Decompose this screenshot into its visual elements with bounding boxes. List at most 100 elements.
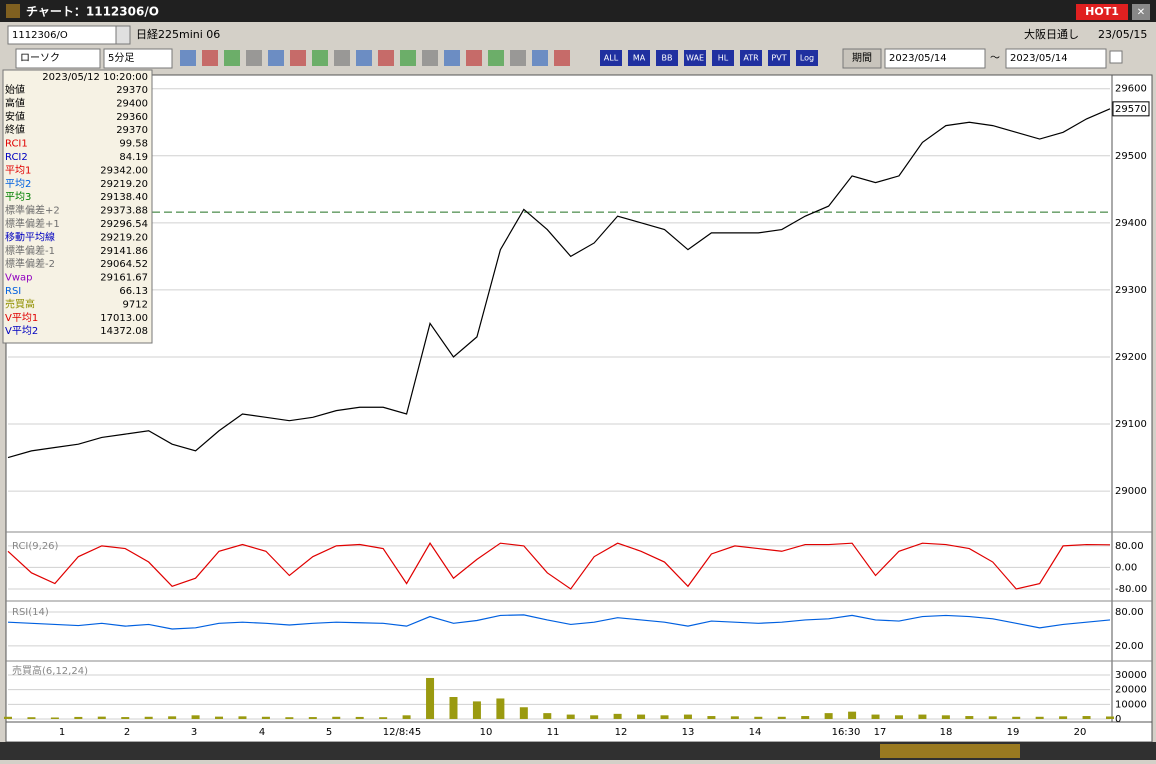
style-select[interactable] xyxy=(15,48,101,69)
volume-bar xyxy=(168,716,177,719)
info-value: 29400 xyxy=(116,98,148,109)
symbol-text[interactable]: 1112306/O xyxy=(12,30,68,41)
volume-bar xyxy=(683,714,692,719)
info-label: 標準偏差+2 xyxy=(5,204,60,217)
tool-icon[interactable] xyxy=(378,50,394,66)
tool-button-label[interactable]: ATR xyxy=(743,54,759,63)
volume-bar xyxy=(1012,716,1021,719)
scrollbar[interactable] xyxy=(0,742,1156,760)
tool-icon[interactable] xyxy=(400,50,416,66)
x-tick-label: 20 xyxy=(1074,727,1087,738)
title-bar xyxy=(0,0,1156,22)
tool-icon[interactable] xyxy=(334,50,350,66)
info-label: RCI2 xyxy=(5,152,28,163)
tool-icon[interactable] xyxy=(312,50,328,66)
tool-button[interactable] xyxy=(628,50,650,66)
market-name: 大阪日通し xyxy=(1024,27,1079,41)
tool-icon[interactable] xyxy=(356,50,372,66)
checkbox[interactable] xyxy=(1109,50,1123,64)
info-label: 安値 xyxy=(5,110,25,123)
tool-icon[interactable] xyxy=(466,50,482,66)
tool-icon[interactable] xyxy=(268,50,284,66)
volume-bar xyxy=(824,713,833,719)
info-value: 29219.20 xyxy=(100,232,148,243)
tool-icon[interactable] xyxy=(290,50,306,66)
x-tick-label: 11 xyxy=(547,727,560,738)
info-label: 平均1 xyxy=(5,164,31,176)
info-value: 29296.54 xyxy=(100,219,148,230)
y-tick-label: 29100 xyxy=(1115,419,1147,430)
scroll-thumb[interactable] xyxy=(880,744,1020,758)
tool-button[interactable] xyxy=(712,50,734,66)
tool-button-label[interactable]: Log xyxy=(800,54,814,63)
tool-button-label[interactable]: WAE xyxy=(686,54,704,63)
info-value: 9712 xyxy=(123,299,148,310)
tool-icon[interactable] xyxy=(554,50,570,66)
tool-icon[interactable] xyxy=(246,50,262,66)
tool-icon[interactable] xyxy=(422,50,438,66)
x-tick-label: 12/8:45 xyxy=(383,727,422,738)
tool-button[interactable] xyxy=(684,50,706,66)
from-input[interactable] xyxy=(884,48,986,69)
volume-bar xyxy=(777,716,786,719)
tool-button-label[interactable]: HL xyxy=(718,54,729,63)
y-tick-label: 10000 xyxy=(1115,699,1147,710)
tool-button[interactable] xyxy=(768,50,790,66)
volume-bar xyxy=(285,717,294,719)
info-label: 移動平均線 xyxy=(5,230,55,243)
tool-button[interactable] xyxy=(656,50,678,66)
tool-icon[interactable] xyxy=(202,50,218,66)
tool-icon[interactable] xyxy=(488,50,504,66)
tool-button-label[interactable]: PVT xyxy=(771,54,786,63)
period-button[interactable] xyxy=(842,48,882,69)
y-tick-label: 80.00 xyxy=(1115,607,1144,618)
interval-select[interactable] xyxy=(103,48,173,69)
tool-icon[interactable] xyxy=(180,50,196,66)
tool-icon[interactable] xyxy=(224,50,240,66)
hot-label[interactable]: HOT1 xyxy=(1085,5,1119,18)
y-tick-label: 29000 xyxy=(1115,486,1147,497)
to-text[interactable]: 2023/05/14 xyxy=(1010,53,1068,64)
tool-icon[interactable] xyxy=(532,50,548,66)
volume-bar xyxy=(74,716,83,719)
volume-bar xyxy=(590,715,599,719)
y-tick-label: 0.00 xyxy=(1115,562,1137,573)
info-value: 29373.88 xyxy=(100,206,148,217)
tool-button[interactable] xyxy=(600,50,622,66)
tool-button-label[interactable]: ALL xyxy=(604,54,619,63)
tool-button-label[interactable]: MA xyxy=(633,54,646,63)
x-tick-label: 2 xyxy=(124,727,130,738)
hot-button[interactable] xyxy=(1076,4,1128,20)
volume-bar xyxy=(191,715,200,719)
style-text[interactable]: ローソク xyxy=(20,52,60,64)
y-tick-label: 29500 xyxy=(1115,151,1147,162)
close-button[interactable] xyxy=(1132,4,1150,20)
tool-icon[interactable] xyxy=(510,50,526,66)
volume-bar xyxy=(754,716,763,719)
info-value: 66.13 xyxy=(119,286,148,297)
from-text[interactable]: 2023/05/14 xyxy=(889,53,947,64)
x-tick-label: 16:30 xyxy=(832,727,861,738)
tool-icon[interactable] xyxy=(444,50,460,66)
tool-button[interactable] xyxy=(796,50,818,66)
y-tick-label: 20000 xyxy=(1115,685,1147,696)
to-input[interactable] xyxy=(1005,48,1107,69)
volume-bar xyxy=(965,716,974,719)
symbol-dropdown[interactable] xyxy=(115,25,131,45)
volume-bar xyxy=(566,714,575,719)
y-tick-label: 29600 xyxy=(1115,84,1147,95)
market-date: 23/05/15 xyxy=(1098,28,1147,41)
tilde: ～ xyxy=(990,53,1000,64)
panel-title: RSI(14) xyxy=(12,607,49,618)
volume-bar xyxy=(238,716,247,719)
interval-text[interactable]: 5分足 xyxy=(108,52,134,64)
app-icon xyxy=(6,4,20,18)
series-line xyxy=(7,542,1111,590)
volume-bar xyxy=(660,715,669,719)
tool-button-label[interactable]: BB xyxy=(662,54,673,63)
tool-button[interactable] xyxy=(740,50,762,66)
info-value: 29141.86 xyxy=(100,246,148,257)
period-label[interactable]: 期間 xyxy=(852,52,872,64)
close-label[interactable]: ✕ xyxy=(1137,7,1145,18)
